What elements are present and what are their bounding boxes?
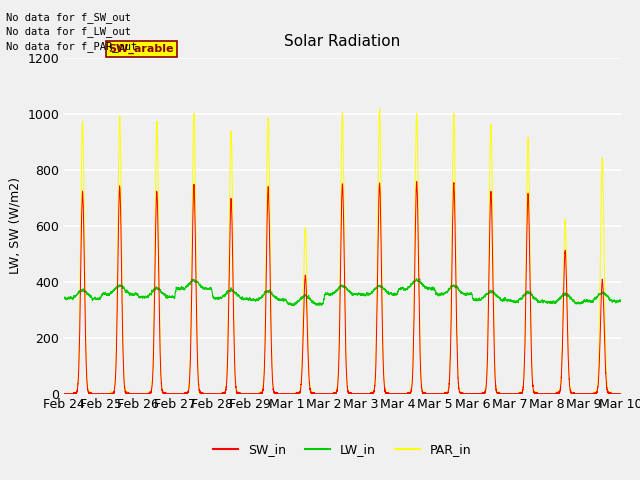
Text: No data for f_PAR_out: No data for f_PAR_out: [6, 41, 138, 52]
Text: No data for f_SW_out: No data for f_SW_out: [6, 12, 131, 23]
Y-axis label: LW, SW (W/m2): LW, SW (W/m2): [9, 177, 22, 274]
Text: No data for f_LW_out: No data for f_LW_out: [6, 26, 131, 37]
Text: SW_arable: SW_arable: [109, 44, 174, 54]
Title: Solar Radiation: Solar Radiation: [284, 35, 401, 49]
Legend: SW_in, LW_in, PAR_in: SW_in, LW_in, PAR_in: [209, 438, 476, 461]
